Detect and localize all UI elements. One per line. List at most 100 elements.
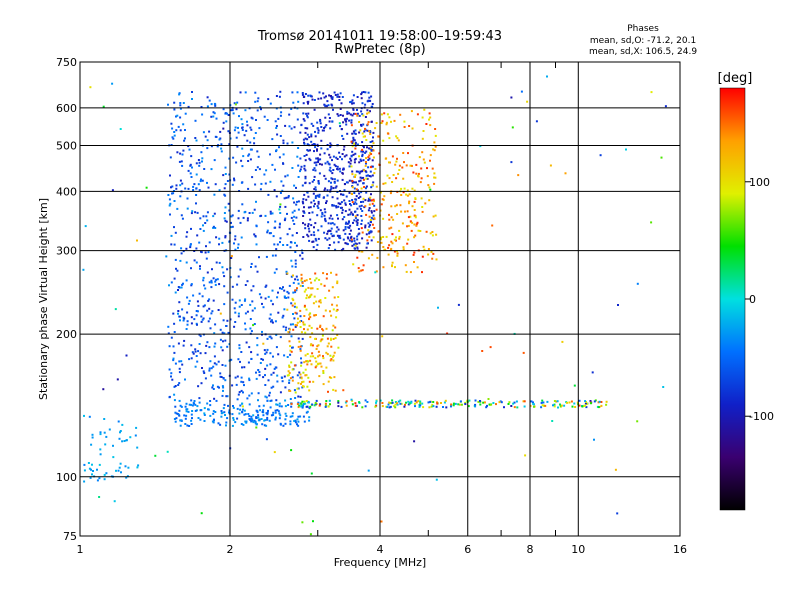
data-point	[328, 94, 331, 97]
data-point	[236, 283, 239, 286]
data-point	[271, 289, 274, 292]
data-point	[362, 178, 365, 181]
data-point	[335, 273, 338, 276]
data-point	[264, 367, 267, 370]
data-point	[179, 129, 182, 132]
data-point	[262, 414, 265, 417]
data-point	[342, 137, 345, 140]
data-point	[300, 404, 303, 407]
data-point	[294, 325, 297, 328]
data-point	[581, 405, 584, 408]
data-point	[234, 376, 237, 379]
data-point	[326, 194, 329, 197]
data-point	[184, 187, 187, 190]
data-point	[660, 156, 663, 159]
data-point	[297, 282, 300, 285]
data-point	[324, 402, 327, 405]
data-point	[356, 112, 359, 115]
data-point	[370, 193, 372, 196]
data-point	[182, 344, 185, 347]
data-point	[406, 225, 409, 228]
data-point	[310, 224, 313, 227]
data-point	[357, 228, 360, 230]
data-point	[249, 158, 252, 161]
data-point	[304, 354, 307, 357]
data-point	[103, 418, 106, 420]
data-point	[353, 187, 356, 190]
y-tick-label: 400	[56, 185, 77, 198]
data-point	[111, 82, 114, 85]
data-point	[364, 103, 367, 106]
data-point	[391, 401, 394, 404]
data-point	[349, 101, 352, 104]
data-point	[406, 242, 409, 245]
data-point	[225, 120, 228, 123]
data-point	[262, 409, 265, 412]
data-point	[99, 433, 102, 436]
data-point	[388, 406, 391, 409]
data-point	[185, 328, 188, 330]
data-point	[599, 154, 602, 157]
data-point	[279, 203, 282, 206]
data-point	[221, 364, 224, 366]
data-point	[276, 403, 279, 406]
data-point	[235, 136, 238, 139]
data-point	[305, 112, 308, 115]
data-point	[366, 401, 369, 403]
data-point	[371, 159, 374, 162]
data-point	[287, 331, 290, 334]
data-point	[385, 121, 388, 124]
data-point	[190, 212, 193, 215]
data-point	[350, 159, 353, 162]
data-point	[250, 330, 253, 333]
data-point	[296, 155, 299, 158]
data-point	[96, 468, 98, 471]
data-point	[234, 235, 237, 238]
data-point	[393, 405, 396, 408]
data-point	[289, 377, 292, 380]
data-point	[269, 400, 272, 402]
data-point	[224, 112, 227, 115]
data-point	[315, 277, 318, 280]
data-point	[347, 221, 350, 224]
data-point	[296, 287, 298, 290]
data-point	[198, 401, 201, 404]
data-point	[324, 217, 327, 220]
data-point	[347, 161, 350, 164]
data-point	[297, 387, 300, 390]
data-point	[434, 176, 437, 179]
data-point	[353, 139, 356, 142]
data-point	[354, 142, 357, 145]
data-point	[316, 327, 319, 330]
data-point	[311, 287, 314, 290]
data-point	[413, 440, 416, 443]
data-point	[277, 311, 280, 314]
data-point	[259, 362, 262, 364]
data-point	[256, 270, 259, 273]
data-point	[226, 112, 229, 115]
data-point	[388, 244, 391, 247]
data-point	[326, 100, 329, 103]
data-point	[325, 202, 327, 204]
data-point	[353, 237, 356, 240]
data-point	[255, 371, 257, 374]
data-point	[325, 277, 328, 280]
data-point	[432, 401, 435, 403]
data-point	[303, 155, 306, 157]
data-point	[226, 291, 229, 294]
data-point	[309, 336, 312, 339]
data-point	[370, 211, 373, 214]
data-point	[331, 120, 334, 123]
data-point	[313, 279, 316, 282]
data-point	[300, 382, 302, 385]
data-point	[248, 417, 251, 420]
data-point	[326, 353, 329, 356]
data-point	[222, 407, 225, 410]
data-point	[256, 337, 259, 340]
data-point	[191, 166, 193, 169]
data-point	[262, 358, 264, 361]
data-point	[359, 158, 362, 161]
data-point	[221, 331, 224, 334]
data-point	[179, 116, 182, 119]
data-point	[332, 388, 335, 391]
